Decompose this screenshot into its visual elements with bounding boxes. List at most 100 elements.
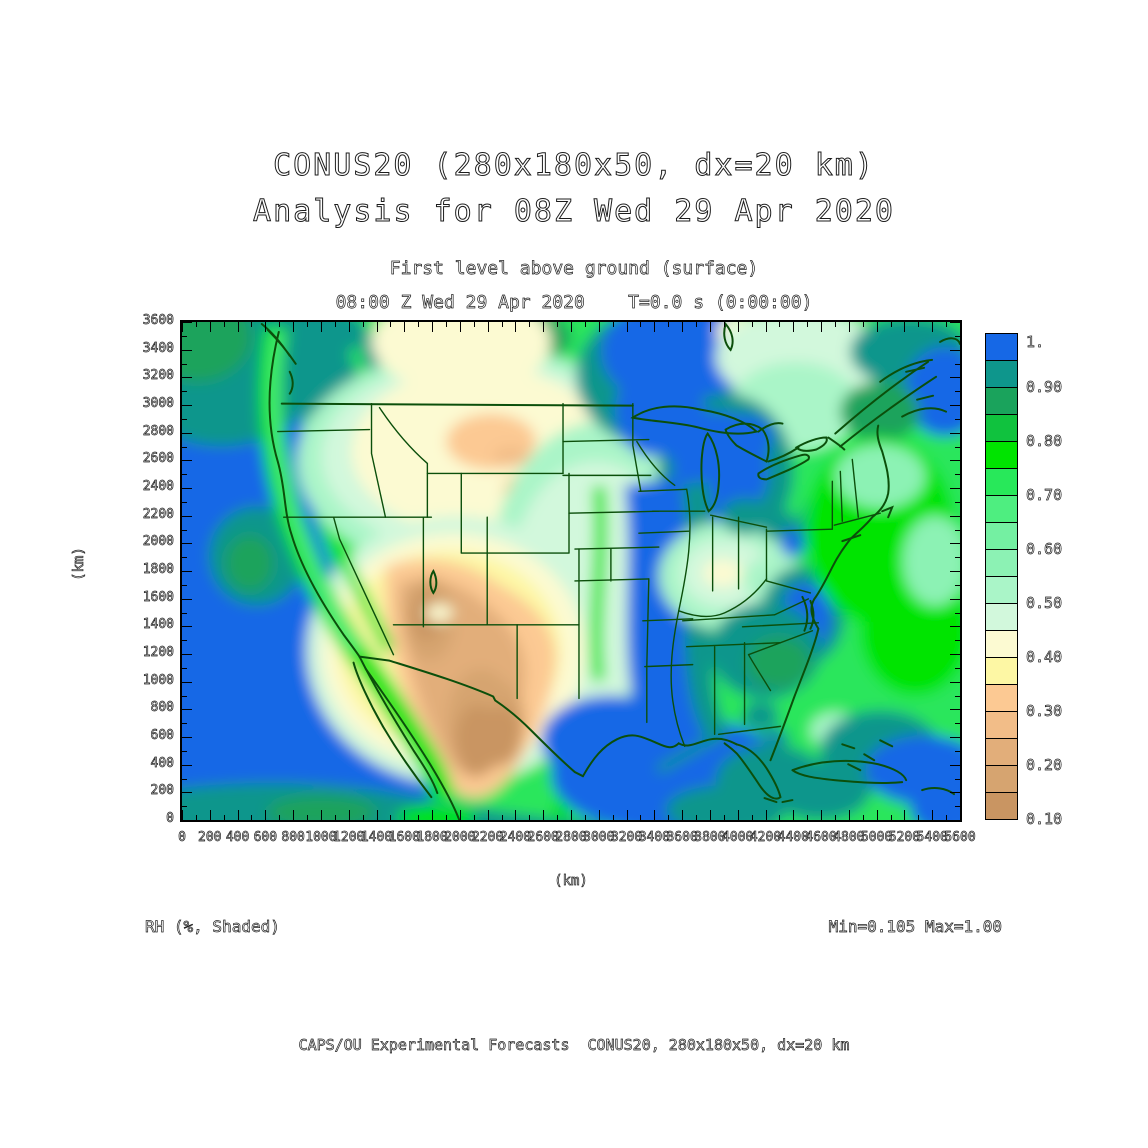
y-tick-label: 2200 <box>142 506 174 522</box>
y-tick <box>950 460 960 462</box>
x-tick <box>376 810 378 820</box>
x-tick <box>682 810 684 820</box>
x-tick <box>473 815 475 820</box>
x-tick-label: 2000 <box>444 830 476 846</box>
x-tick-label: 400 <box>225 830 250 846</box>
x-tick <box>640 322 642 327</box>
colorbar-cell <box>985 684 1018 712</box>
y-tick <box>955 446 960 448</box>
y-tick <box>182 820 192 821</box>
x-tick <box>390 815 392 820</box>
y-tick <box>950 654 960 655</box>
x-tick <box>265 810 267 820</box>
x-tick <box>862 322 864 327</box>
colorbar-cells <box>985 333 1105 820</box>
y-tick-label: 2600 <box>142 451 174 467</box>
x-tick <box>960 810 961 820</box>
y-tick <box>182 405 192 406</box>
x-tick-label: 1200 <box>333 830 365 846</box>
colorbar-cell <box>985 603 1018 631</box>
y-tick <box>955 778 960 780</box>
x-tick <box>751 815 753 820</box>
map-plot-area <box>180 320 962 822</box>
x-tick <box>362 815 364 820</box>
colorbar-cell <box>985 468 1018 496</box>
x-tick <box>515 810 517 820</box>
y-tick-label: 1200 <box>142 645 174 661</box>
y-tick <box>955 667 960 669</box>
footer-credit: CAPS/OU Experimental Forecasts CONUS20, … <box>298 1036 850 1055</box>
y-tick <box>950 322 960 323</box>
y-tick <box>182 446 187 448</box>
x-tick <box>501 322 503 327</box>
colorbar-cell <box>985 360 1018 388</box>
y-tick <box>950 515 960 517</box>
colorbar-label: 0.40 <box>1026 648 1063 667</box>
colorbar-label: 0.70 <box>1026 486 1063 505</box>
x-tick <box>709 322 711 332</box>
y-tick <box>955 335 960 337</box>
y-tick-label: 800 <box>150 700 174 716</box>
colorbar-cell <box>985 738 1018 766</box>
x-tick <box>932 810 934 820</box>
colorbar-cell <box>985 387 1018 415</box>
x-tick <box>807 815 809 820</box>
x-tick <box>237 322 239 332</box>
y-tick <box>182 681 192 683</box>
level-label: First level above ground (surface) <box>389 258 759 280</box>
y-tick <box>950 681 960 683</box>
x-tick <box>487 810 489 820</box>
x-tick <box>404 322 406 332</box>
x-tick-label: 4800 <box>833 830 865 846</box>
x-tick <box>668 815 670 820</box>
x-tick <box>459 810 461 820</box>
x-tick <box>890 322 892 327</box>
x-tick <box>904 810 906 820</box>
y-tick-label: 3200 <box>142 368 174 384</box>
x-tick <box>654 322 656 332</box>
y-tick <box>950 598 960 600</box>
x-tick <box>307 815 309 820</box>
y-tick <box>182 626 192 628</box>
x-tick <box>654 810 656 820</box>
y-tick <box>950 432 960 434</box>
x-tick-label: 2800 <box>555 830 587 846</box>
y-tick-label: 1000 <box>142 672 174 688</box>
x-tick <box>612 815 614 820</box>
x-tick <box>751 322 753 327</box>
y-tick <box>955 723 960 725</box>
x-tick <box>459 322 461 332</box>
colorbar-cell <box>985 495 1018 523</box>
x-tick <box>445 815 447 820</box>
x-tick <box>237 810 239 820</box>
x-tick <box>195 322 197 327</box>
x-tick <box>946 322 948 327</box>
x-tick <box>390 322 392 327</box>
x-tick <box>320 322 322 332</box>
x-tick <box>834 322 836 327</box>
x-tick <box>182 322 183 332</box>
x-tick <box>543 322 545 332</box>
x-tick <box>501 815 503 820</box>
y-tick <box>182 557 187 559</box>
y-tick-label: 3400 <box>142 340 174 356</box>
y-tick <box>182 640 187 642</box>
y-tick <box>182 598 192 600</box>
x-tick-label: 0 <box>178 830 187 846</box>
x-tick-label: 5400 <box>916 830 948 846</box>
x-tick <box>557 322 559 327</box>
x-tick <box>834 815 836 820</box>
x-tick <box>362 322 364 327</box>
x-tick <box>779 322 781 327</box>
colorbar-label: 1. <box>1026 333 1045 352</box>
y-tick <box>950 737 960 738</box>
colorbar-cell <box>985 333 1018 361</box>
x-tick <box>515 322 517 332</box>
y-tick <box>950 349 960 351</box>
x-tick <box>293 322 295 332</box>
y-tick <box>182 488 192 489</box>
y-tick <box>182 695 187 697</box>
y-tick <box>182 474 187 476</box>
x-tick <box>668 322 670 327</box>
y-tick <box>182 515 192 517</box>
